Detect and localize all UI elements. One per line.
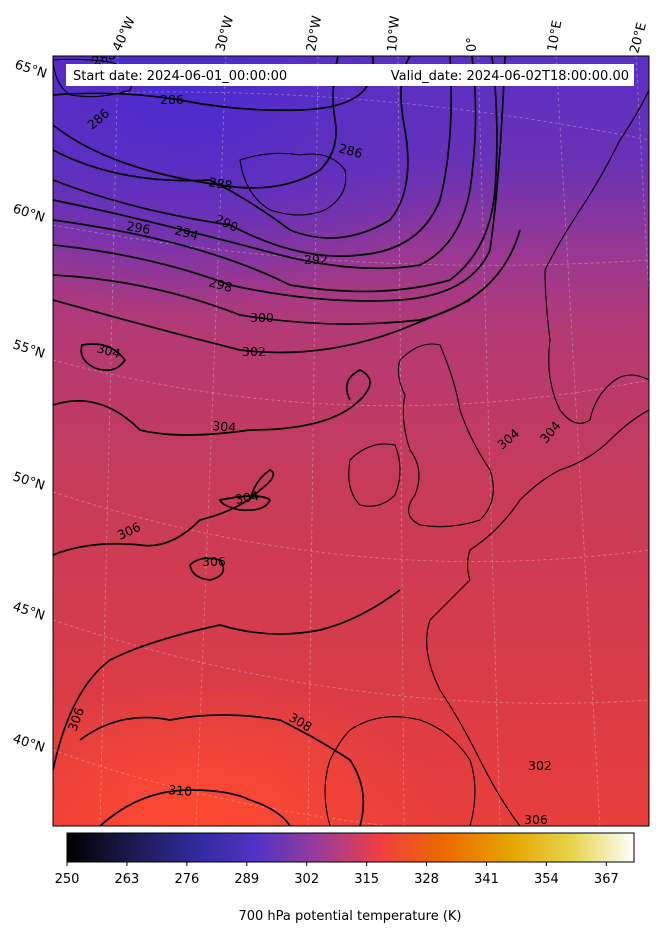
colorbar-ticks: 250 263 276 289 302 315 328 341 354 367: [55, 862, 619, 887]
europe-continent: [426, 409, 649, 826]
contour-label: 304: [95, 340, 122, 361]
ireland: [348, 443, 401, 507]
longitude-label: 20°W: [304, 15, 325, 53]
latitude-label: 60°N: [11, 202, 47, 226]
colorbar-tick-label: 367: [594, 872, 619, 887]
colorbar-tick-label: 328: [414, 872, 439, 887]
colorbar-tick-label: 315: [354, 872, 379, 887]
colorbar-title: 700 hPa potential temperature (K): [238, 909, 461, 924]
longitude-label: 10°W: [385, 15, 403, 52]
contour-label: 306: [524, 812, 548, 827]
colorbar-gradient: [66, 832, 635, 863]
contour-label: 306: [202, 554, 226, 569]
longitude-label: 0°: [465, 37, 480, 52]
contour-label: 302: [242, 344, 266, 359]
contour-label: 294: [173, 222, 200, 243]
colorbar-tick-label: 263: [115, 872, 140, 887]
latitude-label: 40°N: [11, 732, 47, 756]
colorbar-tick-label: 341: [474, 872, 499, 887]
contour-label: 286: [160, 92, 184, 107]
date-annotation-box: [66, 64, 634, 86]
contour-label: 302: [528, 758, 552, 773]
contour-label: 296: [125, 218, 151, 237]
latitude-labels: 65°N 60°N 55°N 50°N 45°N 40°N: [11, 58, 49, 756]
coastlines: [53, 58, 649, 826]
longitude-label: 20°E: [627, 21, 650, 55]
colorbar-tick-label: 354: [534, 872, 559, 887]
longitude-label: 10°E: [545, 19, 565, 52]
longitude-label: 30°W: [213, 14, 237, 53]
start-date-text: Start date: 2024-06-01_00:00:00: [73, 69, 287, 84]
colorbar: 250 263 276 289 302 315 328 341 354 367 700 hPa p…: [55, 832, 635, 924]
contour-label: 304: [212, 418, 237, 435]
iceland: [239, 152, 347, 216]
latitude-label: 45°N: [11, 600, 47, 624]
contour-label: 292: [304, 252, 328, 267]
colorbar-tick-label: 302: [294, 872, 319, 887]
longitude-labels: 40°W 30°W 20°W 10°W 0° 10°E 20°E: [110, 14, 650, 55]
contour-label: 288: [207, 174, 233, 193]
latitude-label: 50°N: [11, 470, 47, 494]
latitude-label: 65°N: [13, 58, 49, 82]
scandinavia: [544, 89, 649, 424]
map-panel: 286 286 286 288 288 290 292 294 296 298 …: [53, 56, 649, 827]
contour-label: 286: [337, 140, 364, 161]
date-annotation: Start date: 2024-06-01_00:00:00 Valid_da…: [66, 64, 634, 86]
contour-label: 300: [250, 310, 274, 325]
contour-label: 298: [207, 274, 234, 295]
colorbar-tick-label: 276: [174, 872, 199, 887]
contour-lines: [53, 56, 521, 826]
great-britain: [397, 343, 494, 528]
colorbar-tick-label: 250: [55, 872, 80, 887]
colorbar-tick-label: 289: [234, 872, 259, 887]
latitude-label: 55°N: [11, 338, 47, 362]
graticule: [53, 56, 649, 826]
greenland: [53, 58, 134, 98]
map-frame: [52, 55, 650, 827]
warm-region: [53, 500, 649, 826]
valid-date-text: Valid_date: 2024-06-02T18:00:00.00: [391, 69, 629, 84]
iberia: [324, 716, 476, 826]
contour-label: 310: [168, 782, 193, 799]
contour-label: 304: [234, 488, 260, 507]
longitude-label: 40°W: [110, 15, 139, 54]
